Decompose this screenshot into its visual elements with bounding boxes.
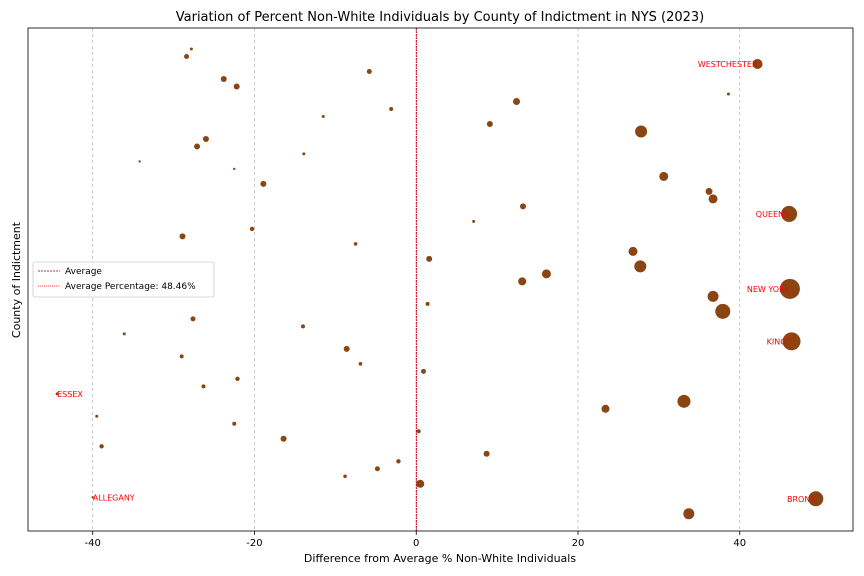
data-point [99, 444, 104, 449]
data-point [483, 450, 490, 457]
data-point [202, 135, 209, 142]
data-point [194, 143, 201, 150]
data-point [635, 125, 648, 138]
x-ticks-layer: -40 -20 0 20 40 [85, 531, 746, 549]
data-point [707, 290, 719, 302]
data-point [808, 491, 824, 507]
data-point [353, 242, 358, 246]
data-point [233, 167, 236, 171]
data-point [321, 114, 325, 118]
data-point [752, 58, 763, 69]
data-point [416, 479, 425, 488]
legend-average-label: Average [65, 267, 102, 277]
data-point [677, 394, 691, 408]
data-point [601, 404, 610, 413]
data-point [190, 316, 196, 322]
data-point [260, 180, 267, 187]
data-point [179, 354, 184, 359]
chart-title: Variation of Percent Non-White Individua… [176, 10, 705, 25]
data-point [343, 474, 347, 479]
data-point [425, 301, 430, 306]
data-point [708, 194, 718, 204]
data-point [426, 255, 433, 262]
data-point [781, 205, 798, 222]
data-point [472, 219, 476, 223]
county-annotation: KINGS [767, 337, 792, 346]
data-point [201, 384, 206, 389]
data-point [659, 171, 669, 181]
legend-box [32, 261, 215, 298]
data-point [220, 75, 227, 82]
data-point [389, 106, 394, 111]
points-layer [55, 47, 824, 520]
data-point [782, 332, 801, 351]
data-point [343, 345, 350, 352]
data-point [715, 303, 731, 319]
data-point [179, 233, 186, 240]
data-point [726, 92, 730, 96]
data-point [280, 435, 287, 442]
county-annotation: ESSEX [57, 390, 83, 399]
x-tick-label: -40 [85, 538, 101, 549]
data-point [396, 459, 401, 464]
y-axis-label: County of Indictment [10, 221, 23, 338]
data-point [122, 332, 126, 336]
data-point [634, 260, 647, 273]
annotation-layer: BRONX ALLEGANY ESSEX KINGS NEW YORK QUEENS WES… [57, 60, 816, 504]
data-point [95, 414, 99, 418]
data-point [628, 246, 638, 256]
data-point [683, 508, 695, 520]
data-point [55, 392, 59, 396]
x-axis-label: Difference from Average % Non-White Indi… [304, 552, 576, 565]
data-point [518, 277, 527, 286]
data-point [416, 429, 421, 434]
county-annotation: ALLEGANY [93, 493, 135, 502]
legend: Average Average Percentage: 48.46% [32, 261, 215, 298]
data-point [541, 269, 551, 279]
data-point [513, 97, 521, 105]
data-point [189, 47, 193, 51]
legend-percentage-label: Average Percentage: 48.46% [65, 282, 196, 292]
x-tick-label: 20 [572, 538, 585, 549]
data-point [520, 203, 526, 210]
data-point [302, 152, 306, 156]
data-point [232, 421, 237, 426]
data-point [301, 324, 305, 329]
county-annotation: QUEENS [756, 210, 789, 219]
county-annotation: WESTCHESTER [698, 60, 758, 69]
plot-frame [27, 27, 854, 532]
data-point [486, 120, 493, 127]
data-point [249, 226, 255, 232]
data-point [184, 53, 190, 59]
data-point [233, 83, 240, 90]
data-point [374, 466, 380, 472]
county-annotation: BRONX [787, 495, 816, 504]
data-point [235, 376, 240, 382]
data-point [779, 278, 800, 299]
data-point [366, 68, 372, 74]
x-tick-label: 40 [733, 538, 746, 549]
data-point [421, 368, 427, 374]
x-tick-label: 0 [413, 538, 419, 549]
x-tick-label: -20 [246, 538, 262, 549]
county-annotation: NEW YORK [747, 285, 791, 294]
data-point [91, 496, 94, 499]
data-point [705, 187, 713, 195]
data-point [138, 160, 141, 163]
data-point [358, 362, 363, 366]
